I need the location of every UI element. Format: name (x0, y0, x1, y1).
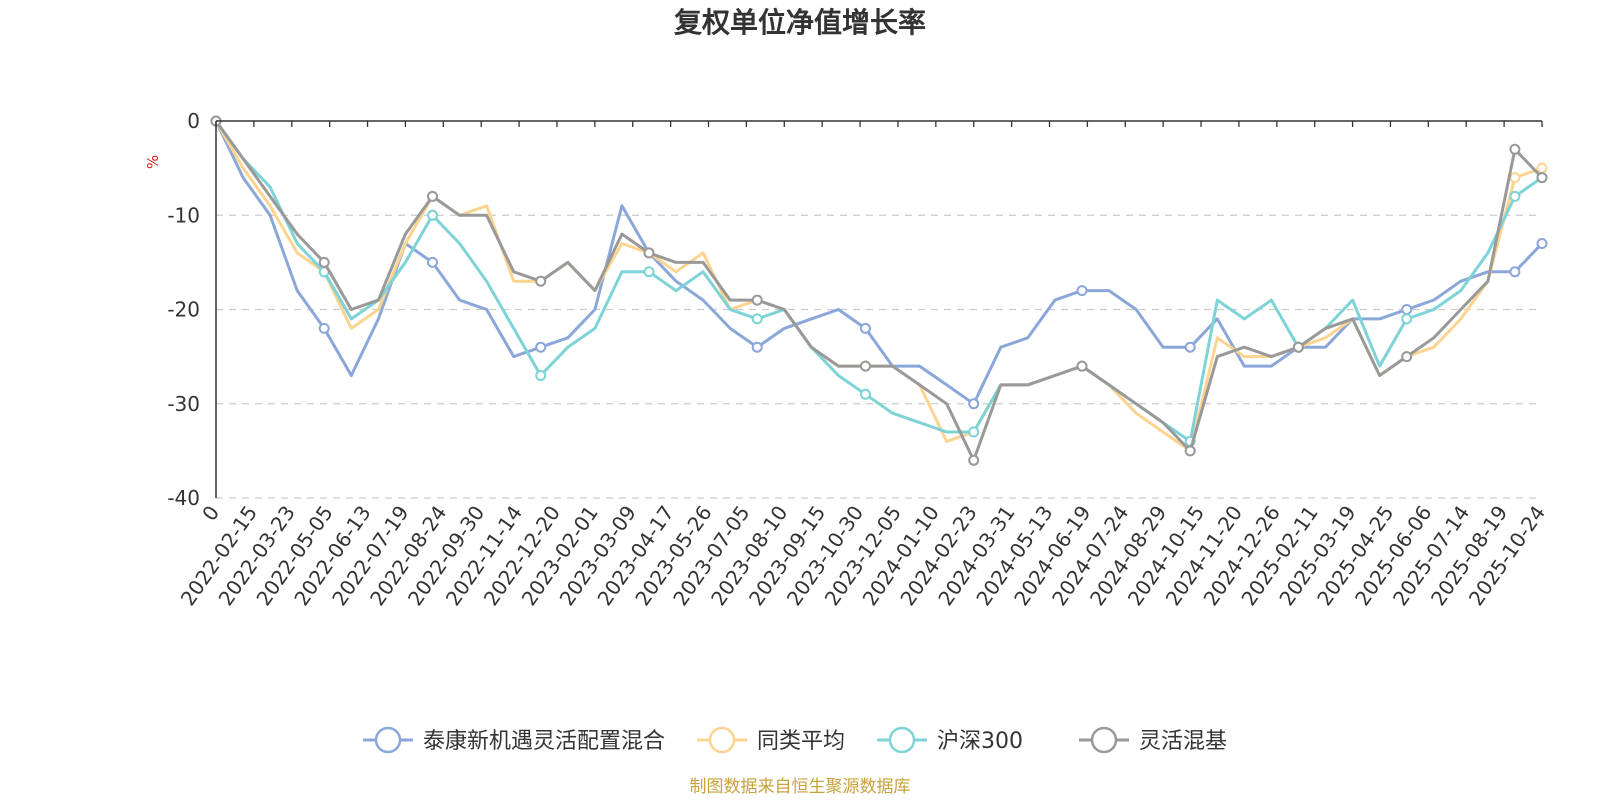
legend[interactable]: 泰康新机遇灵活配置混合 同类平均 沪深300 灵活混基 (363, 726, 1227, 754)
series-point (968, 454, 980, 466)
series-point (1536, 172, 1548, 184)
legend-marker-icon (708, 726, 736, 754)
series-point (535, 370, 547, 381)
legend-marker-icon (1090, 726, 1118, 754)
x-tick-label: 0 (197, 501, 224, 525)
series-layer (210, 115, 1548, 466)
series-point (1536, 238, 1548, 249)
series-1 (210, 115, 1548, 410)
series-point (318, 322, 330, 334)
grid-lines (216, 214, 1542, 499)
series-point (751, 313, 763, 325)
legend-marker-icon (374, 726, 402, 754)
y-tick-label: -20 (167, 298, 200, 322)
series-point (1509, 172, 1521, 184)
series-point (427, 256, 438, 268)
legend-label: 沪深300 (937, 729, 1023, 754)
series-point (968, 398, 980, 410)
series-point (643, 266, 655, 278)
series-point (1184, 445, 1196, 457)
series-line (214, 120, 1543, 443)
series-point (1292, 341, 1304, 353)
chart-title: 复权单位净值增长率 (674, 6, 926, 39)
legend-label: 灵活混基 (1139, 729, 1227, 754)
series-point (1509, 143, 1521, 155)
y-axis-unit-label: % (144, 155, 162, 169)
legend-item-2[interactable]: 同类平均 (697, 726, 845, 754)
series-point (751, 341, 763, 353)
series-point (427, 209, 438, 221)
series-point (968, 426, 980, 438)
series-point (1184, 341, 1196, 353)
data-source-note: 制图数据来自恒生聚源数据库 (690, 777, 911, 797)
series-point (1401, 304, 1413, 315)
series-point (318, 256, 330, 268)
series-point (643, 247, 655, 259)
series-point (860, 322, 871, 334)
series-point (1401, 351, 1413, 363)
series-point (751, 294, 763, 306)
series-line (214, 120, 1544, 406)
series-point (1509, 190, 1521, 202)
legend-label: 泰康新机遇灵活配置混合 (423, 729, 665, 754)
legend-item-3[interactable]: 沪深300 (877, 726, 1023, 754)
series-point (535, 341, 547, 353)
series-4 (210, 115, 1548, 466)
series-point (860, 388, 871, 400)
y-tick-label: -10 (167, 203, 200, 227)
series-point (535, 275, 547, 287)
series-point (1536, 162, 1548, 174)
legend-item-4[interactable]: 灵活混基 (1079, 726, 1227, 754)
series-point (1076, 285, 1088, 297)
legend-marker-icon (888, 726, 916, 754)
series-point (427, 190, 438, 202)
series-point (1509, 266, 1521, 278)
legend-label: 同类平均 (757, 729, 845, 754)
legend-item-1[interactable]: 泰康新机遇灵活配置混合 (363, 726, 665, 754)
y-tick-label: -30 (167, 392, 200, 416)
y-tick-label: 0 (187, 109, 200, 133)
series-line (214, 120, 1544, 462)
series-point (1401, 313, 1413, 325)
axes: 0-10-20-30-4002022-02-152022-03-232022-0… (167, 109, 1550, 610)
series-3 (210, 115, 1548, 447)
series-line (214, 120, 1543, 453)
series-point (1076, 360, 1088, 372)
y-tick-label: -40 (167, 486, 200, 510)
series-point (860, 360, 871, 372)
